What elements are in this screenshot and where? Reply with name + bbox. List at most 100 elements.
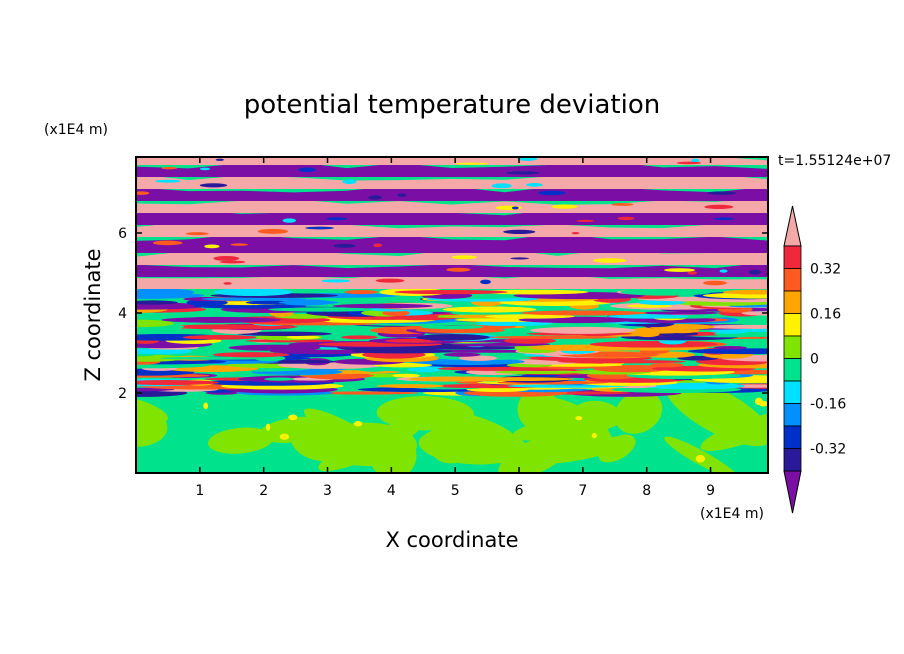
y-unit-label: (x1E4 m)	[44, 122, 108, 138]
colorbar-swatch	[783, 335, 802, 359]
field-cell	[638, 299, 686, 306]
field-cell	[506, 171, 540, 175]
field-cell	[443, 352, 481, 357]
field-cell	[223, 282, 232, 285]
field-cell	[219, 260, 246, 264]
field-cell	[333, 243, 356, 248]
field-band	[136, 157, 768, 165]
field-cell	[321, 279, 351, 283]
field-cell	[551, 204, 578, 209]
field-cell	[703, 280, 727, 286]
field-cell	[614, 390, 663, 434]
field-cell	[700, 411, 768, 451]
field-cell	[152, 240, 183, 246]
field-cell	[687, 348, 768, 355]
field-cell	[237, 331, 332, 337]
field-cell	[520, 310, 647, 316]
field-cell	[491, 183, 512, 189]
field-cell	[182, 334, 257, 340]
field-cell	[278, 300, 339, 305]
field-cell	[592, 364, 672, 373]
x-tick-label: 6	[515, 483, 524, 499]
field-cell	[663, 268, 696, 272]
field-cell	[368, 195, 382, 200]
field-cell	[298, 167, 316, 172]
field-cell	[511, 206, 519, 210]
field-cell	[392, 373, 421, 378]
field-band	[136, 274, 768, 289]
field-cell	[480, 279, 491, 285]
field-cell	[160, 356, 276, 360]
field-cell	[575, 416, 583, 421]
field-cell	[295, 348, 361, 354]
field-cell	[451, 255, 478, 260]
field-cell	[136, 288, 195, 296]
colorbar-swatch	[783, 403, 802, 427]
field-cell	[510, 257, 530, 260]
colorbar-swatch	[783, 448, 802, 472]
field-cell	[626, 304, 673, 308]
colorbar: 0.32 0.16 0 -0.16 -0.32	[783, 205, 846, 514]
field-cell	[470, 320, 554, 327]
field-cell	[136, 380, 220, 386]
field-cell	[375, 278, 405, 283]
colorbar-swatch	[783, 245, 802, 269]
field-cell	[353, 421, 363, 427]
y-axis-ticks: 2 4 6	[118, 226, 768, 402]
field-cell	[212, 352, 290, 358]
field-cell	[279, 433, 290, 440]
field-cell	[199, 167, 211, 171]
colorbar-label: 0	[810, 352, 819, 368]
field-cell	[397, 193, 407, 197]
field-cell	[373, 243, 383, 248]
field-cell	[136, 300, 178, 305]
field-cell	[213, 255, 240, 261]
time-label: t=1.55124e+07	[778, 153, 891, 169]
field-cell	[592, 258, 627, 263]
field-band	[136, 185, 768, 201]
colorbar-label: 0.32	[810, 262, 841, 278]
field-cell	[650, 362, 684, 368]
field-cell	[136, 409, 168, 447]
field-cell	[136, 191, 150, 195]
field-cell	[530, 326, 636, 334]
field-cell	[574, 400, 620, 424]
field-cell	[282, 218, 296, 223]
x-tick-label: 8	[642, 483, 651, 499]
field-cell	[207, 427, 274, 454]
x-unit-label: (x1E4 m)	[700, 506, 764, 522]
field-cell	[203, 402, 209, 410]
field-cell	[288, 414, 298, 421]
field-cell	[155, 179, 181, 183]
field-cell	[608, 314, 689, 319]
x-tick-label: 3	[323, 483, 332, 499]
field-cell	[446, 267, 471, 272]
y-axis-label: Z coordinate	[81, 248, 105, 381]
field-band	[136, 233, 768, 253]
colorbar-swatch	[783, 358, 802, 382]
field-cell	[640, 311, 720, 315]
colorbar-swatch	[783, 268, 802, 292]
field-cell	[204, 244, 220, 249]
field-cell	[286, 335, 320, 340]
field-cell	[676, 161, 702, 165]
field-cell	[589, 340, 718, 348]
field-cell	[459, 355, 498, 361]
plot-frame	[135, 156, 769, 474]
field-cell	[161, 317, 281, 323]
colorbar-max-arrow	[783, 205, 802, 247]
field-cell	[416, 333, 490, 341]
colorbar-label: -0.32	[810, 442, 846, 458]
field-cell	[213, 288, 293, 296]
colorbar-min-arrow	[783, 470, 802, 514]
field-cell	[228, 344, 322, 351]
colorbar-swatch	[783, 425, 802, 449]
field-cell	[489, 335, 619, 339]
y-tick-label: 6	[118, 226, 127, 242]
field-cell	[442, 306, 537, 313]
field-cell	[713, 345, 748, 350]
field-cell	[617, 216, 635, 221]
field-cell	[707, 191, 737, 195]
x-tick-label: 5	[451, 483, 460, 499]
